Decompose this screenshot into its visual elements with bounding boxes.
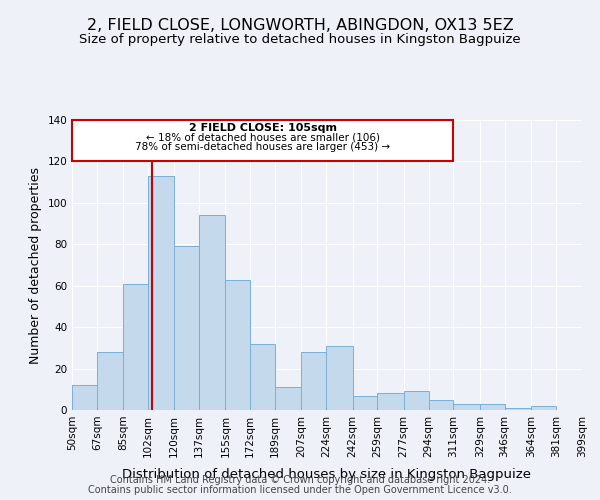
Bar: [97, 352, 123, 410]
Text: 2, FIELD CLOSE, LONGWORTH, ABINGDON, OX13 5EZ: 2, FIELD CLOSE, LONGWORTH, ABINGDON, OX1…: [86, 18, 514, 32]
Bar: [505, 408, 531, 410]
Bar: [123, 284, 148, 410]
Bar: [72, 385, 97, 410]
Bar: [226, 280, 250, 410]
Bar: [275, 387, 301, 410]
Bar: [199, 216, 226, 410]
Bar: [301, 352, 326, 410]
Text: Size of property relative to detached houses in Kingston Bagpuize: Size of property relative to detached ho…: [79, 32, 521, 46]
Text: 2 FIELD CLOSE: 105sqm: 2 FIELD CLOSE: 105sqm: [189, 123, 337, 133]
Bar: [174, 246, 199, 410]
Bar: [353, 396, 377, 410]
Text: 78% of semi-detached houses are larger (453) →: 78% of semi-detached houses are larger (…: [135, 142, 390, 152]
X-axis label: Distribution of detached houses by size in Kingston Bagpuize: Distribution of detached houses by size …: [122, 468, 532, 481]
Text: Contains public sector information licensed under the Open Government Licence v3: Contains public sector information licen…: [88, 485, 512, 495]
Y-axis label: Number of detached properties: Number of detached properties: [29, 166, 42, 364]
Bar: [377, 394, 404, 410]
Bar: [454, 404, 480, 410]
Bar: [326, 346, 353, 410]
Bar: [148, 176, 174, 410]
Text: ← 18% of detached houses are smaller (106): ← 18% of detached houses are smaller (10…: [146, 132, 380, 142]
FancyBboxPatch shape: [72, 120, 454, 162]
Bar: [428, 400, 454, 410]
Bar: [531, 406, 556, 410]
Bar: [480, 404, 505, 410]
Bar: [404, 392, 428, 410]
Text: Contains HM Land Registry data © Crown copyright and database right 2024.: Contains HM Land Registry data © Crown c…: [110, 475, 490, 485]
Bar: [250, 344, 275, 410]
